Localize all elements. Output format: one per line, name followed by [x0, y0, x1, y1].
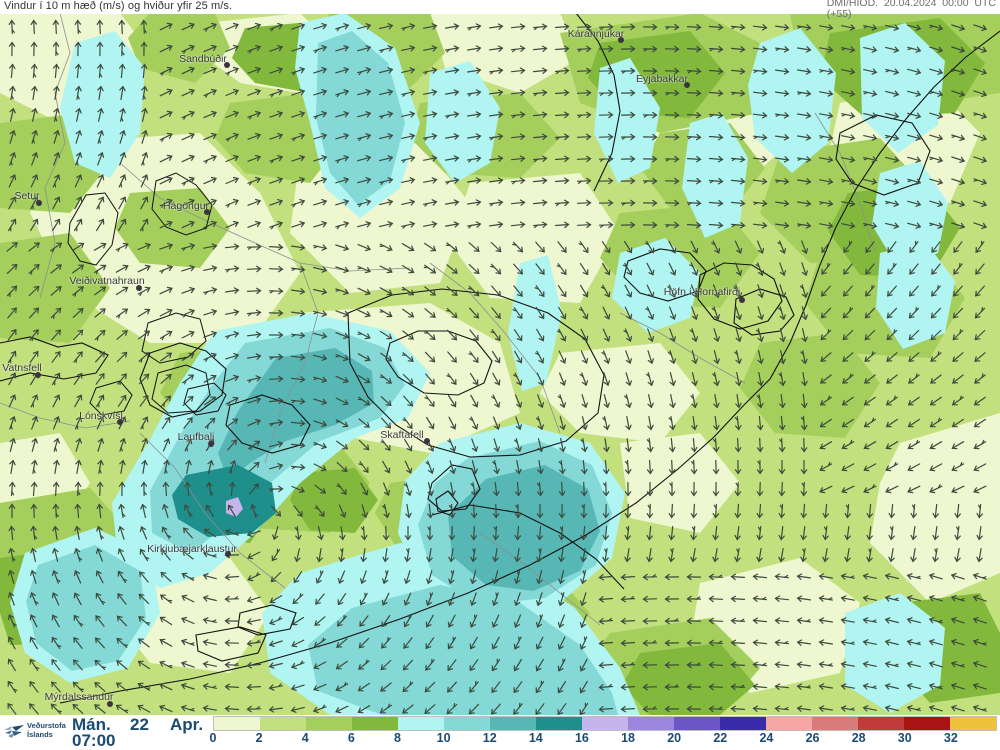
place-marker-dot	[684, 82, 690, 88]
place-marker-dot	[739, 297, 745, 303]
colorbar-tick: 14	[528, 731, 543, 745]
colorbar[interactable]: 0 2 4 6 8 10 12 14 16 18 20 22 24 26 28 30 32	[209, 715, 997, 748]
colorbar-tick: 24	[759, 731, 774, 745]
model-run-info: DMI/HIOD. 20.04.2024 00:00 UTC (+55)	[826, 0, 996, 20]
colorbar-swatches	[213, 716, 997, 731]
place-label: Sandbúðir	[179, 53, 227, 65]
colorbar-tick: 10	[436, 731, 451, 745]
colorbar-tick: 2	[255, 731, 263, 745]
colorbar-bin-26	[812, 717, 858, 730]
place-marker-dot	[36, 200, 42, 206]
place-label: Kirkjubæjarklaustur	[147, 543, 237, 555]
colorbar-tick: 8	[393, 731, 401, 745]
colorbar-bin-28	[858, 717, 904, 730]
colorbar-tick: 18	[621, 731, 635, 745]
place-label: Lónskvísl	[79, 410, 123, 422]
place-marker-dot	[424, 438, 430, 444]
colorbar-tick: 0	[209, 731, 217, 745]
valid-month: Apr.	[170, 715, 204, 734]
valid-weekday: Mán.	[72, 715, 111, 734]
place-label: Laufbali	[177, 431, 215, 443]
place-marker-dot	[618, 37, 624, 43]
colorbar-bin-4	[306, 717, 352, 730]
colorbar-tick: 28	[851, 731, 866, 745]
logo-text: Veðurstofa Íslands	[27, 721, 66, 739]
logo-line-1: Veðurstofa	[27, 721, 66, 730]
colorbar-bin-14	[536, 717, 582, 730]
forecast-map[interactable]: .c0{fill:#eef7cf}.c1{fill:#c3e07e}.c2{fi…	[0, 13, 1000, 715]
place-label: Kárahnjúkar	[567, 28, 625, 40]
place-label: Vatnsfell	[2, 362, 42, 374]
place-marker-dot	[35, 372, 41, 378]
colorbar-tick: 22	[713, 731, 728, 745]
colorbar-bin-32	[950, 717, 996, 730]
colorbar-bin-8	[398, 717, 444, 730]
colorbar-tick: 20	[667, 731, 682, 745]
colorbar-tick: 26	[805, 731, 820, 745]
colorbar-bin-6	[352, 717, 398, 730]
colorbar-tick: 30	[897, 731, 912, 745]
place-marker-dot	[107, 701, 113, 707]
wind-speed-contour-layer: .c0{fill:#eef7cf}.c1{fill:#c3e07e}.c2{fi…	[0, 13, 1000, 715]
place-marker-dot	[208, 441, 214, 447]
colorbar-bin-10	[444, 717, 490, 730]
place-marker-dot	[225, 551, 231, 557]
place-label: Setur	[14, 190, 40, 202]
colorbar-bin-2	[260, 717, 306, 730]
colorbar-tick: 32	[943, 731, 958, 745]
page-title: Vindur í 10 m hæð (m/s) og hviður yfir 2…	[4, 0, 233, 12]
map-footer: Veðurstofa Íslands Mán. 22 Apr. 07:00 0 2…	[0, 715, 1000, 750]
place-label: Eyjabakkar	[636, 73, 688, 85]
place-label: Veiðivatnahraun	[69, 275, 145, 287]
place-marker-dot	[136, 285, 142, 291]
colorbar-bin-18	[628, 717, 674, 730]
place-label: Mýrdalssandur	[44, 691, 114, 703]
colorbar-ticks: 0 2 4 6 8 10 12 14 16 18 20 22 24 26 28 30 32	[209, 731, 997, 747]
colorbar-bin-0	[214, 717, 260, 730]
valid-daynumber: 22	[130, 715, 149, 734]
place-marker-dot	[117, 419, 123, 425]
place-marker-dot	[204, 209, 210, 215]
map-header: Vindur í 10 m hæð (m/s) og hviður yfir 2…	[0, 0, 1000, 20]
colorbar-bin-22	[720, 717, 766, 730]
place-label: Hágöngur	[162, 200, 210, 212]
vedurstofa-logo[interactable]: Veðurstofa Íslands	[3, 719, 73, 743]
colorbar-bin-16	[582, 717, 628, 730]
colorbar-bin-20	[674, 717, 720, 730]
place-label: Höfn í Hornafirði	[663, 286, 741, 298]
valid-time: 07:00	[72, 731, 116, 750]
colorbar-bin-30	[904, 717, 950, 730]
colorbar-bin-12	[490, 717, 536, 730]
colorbar-tick: 4	[301, 731, 309, 745]
colorbar-tick: 12	[482, 731, 497, 745]
logo-line-2: Íslands	[27, 730, 53, 739]
colorbar-bin-24	[766, 717, 812, 730]
colorbar-tick: 16	[574, 731, 589, 745]
colorbar-tick: 6	[347, 731, 355, 745]
weather-vane-icon	[4, 725, 24, 738]
place-marker-dot	[224, 62, 230, 68]
place-label: Skaftafell	[380, 429, 424, 441]
